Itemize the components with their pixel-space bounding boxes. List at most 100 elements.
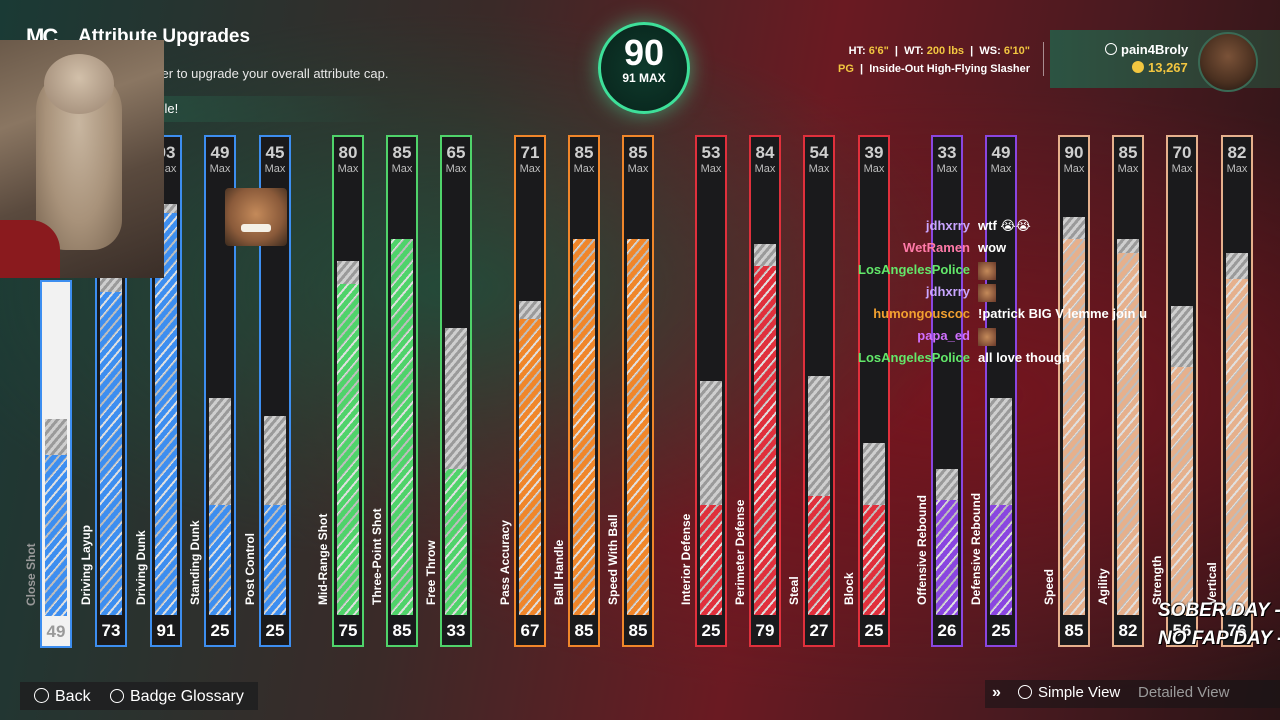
bar-max-value: 39 [864, 143, 884, 162]
bar-attribute-name-text: Standing Dunk [188, 520, 202, 605]
attribute-bar-ball-handle[interactable]: 85 Max 85 Ball Handle [552, 135, 600, 647]
bar-max-label: Max [1117, 163, 1139, 175]
bar-current-value: 67 [520, 621, 540, 640]
bar-fill [264, 504, 286, 615]
bar-fill [573, 239, 595, 615]
attribute-bar-block[interactable]: 39 Max 25 Block [842, 135, 890, 647]
attribute-bar-perimeter-defense[interactable]: 84 Max 79 Perimeter Defense [733, 135, 781, 647]
divider [1043, 42, 1044, 76]
wt-value: 200 lbs [926, 45, 965, 57]
vc-balance: 13,267 [1132, 60, 1188, 75]
bar-max-value: 70 [1172, 143, 1192, 162]
bar-attribute-name-text: Ball Handle [552, 539, 566, 605]
bar-fill [1117, 252, 1139, 615]
bar-fill [700, 504, 722, 615]
attribute-bar-strength[interactable]: 70 Max 56 Strength [1150, 135, 1198, 647]
bar-attribute-name-text: Post Control [243, 533, 257, 605]
bar-max-value: 33 [937, 143, 957, 162]
bar-attribute-name: Defensive Rebound [967, 455, 985, 605]
attribute-bar-agility[interactable]: 85 Max 82 Agility [1096, 135, 1144, 647]
bar-max-value: 49 [991, 143, 1011, 162]
bar-current-value: 25 [265, 621, 285, 640]
bar-attribute-name-text: Free Throw [424, 540, 438, 605]
bar-current-value: 82 [1118, 621, 1138, 640]
bar-current-value: 91 [156, 621, 176, 640]
bar-fill [519, 318, 541, 615]
bar-attribute-name-text: Pass Accuracy [498, 520, 512, 605]
chat-username: humongouscoc [873, 306, 970, 321]
attribute-bar-three-point-shot[interactable]: 85 Max 85 Three-Point Shot [370, 135, 418, 647]
attribute-bar-defensive-rebound[interactable]: 49 Max 25 Defensive Rebound [969, 135, 1017, 647]
bar-max-value: 85 [628, 143, 648, 162]
attribute-bar-speed[interactable]: 90 Max 85 Speed [1042, 135, 1090, 647]
bar-max-value: 80 [338, 143, 358, 162]
player-portrait [1198, 32, 1258, 92]
bar-current-value: 85 [628, 621, 648, 640]
view-toggle-bar [985, 680, 1280, 708]
bar-max-value: 49 [210, 143, 230, 162]
chat-text [978, 328, 996, 346]
bar-attribute-name-text: Offensive Rebound [915, 494, 929, 605]
bar-attribute-name: Driving Layup [77, 455, 95, 605]
bar-attribute-name-text: Steal [787, 576, 801, 605]
blanket-image [0, 220, 60, 278]
player-info: HT: 6'6" | WT: 200 lbs | WS: 6'10" PG | … [810, 45, 1030, 81]
bar-max-label: Max [863, 163, 885, 175]
attribute-bar-interior-defense[interactable]: 53 Max 25 Interior Defense [679, 135, 727, 647]
bar-attribute-name: Steal [785, 455, 803, 605]
bar-max-label: Max [627, 163, 649, 175]
bar-attribute-name: Free Throw [422, 455, 440, 605]
sober-day-text: SOBER DAY - 2 [1158, 600, 1280, 621]
attribute-bar-free-throw[interactable]: 65 Max 33 Free Throw [424, 135, 472, 647]
bar-fill [155, 212, 177, 615]
chat-text: !patrick BIG V lemme join u [978, 306, 1148, 321]
bar-fill [45, 455, 67, 616]
bar-attribute-name-text: Interior Defense [679, 513, 693, 605]
bar-current-value: 56 [1172, 621, 1192, 640]
bar-attribute-name-text: Perimeter Defense [733, 499, 747, 605]
chat-emote-icon [978, 284, 996, 302]
bar-attribute-name: Perimeter Defense [731, 455, 749, 605]
attribute-bar-mid-range-shot[interactable]: 80 Max 75 Mid-Range Shot [316, 135, 364, 647]
bar-current-value: 75 [338, 621, 358, 640]
player-measurements: HT: 6'6" | WT: 200 lbs | WS: 6'10" [848, 45, 1030, 57]
ht-value: 6'6" [868, 45, 889, 57]
attribute-bar-driving-dunk[interactable]: 93 Max 91 Driving Dunk [134, 135, 182, 647]
simple-view-label: Simple View [1038, 684, 1121, 701]
stream-emote [225, 188, 287, 246]
attribute-bar-speed-with-ball[interactable]: 85 Max 85 Speed With Ball [606, 135, 654, 647]
chat-emote-icon [978, 328, 996, 346]
bar-attribute-name: Strength [1148, 455, 1166, 605]
player-position: PG [838, 63, 854, 75]
footer-bar [20, 682, 258, 710]
back-label: Back [55, 688, 91, 705]
attribute-bar-pass-accuracy[interactable]: 71 Max 67 Pass Accuracy [498, 135, 546, 647]
bar-attribute-name: Close Shot [22, 456, 40, 606]
bar-fill [1226, 279, 1248, 615]
bar-max-label: Max [700, 163, 722, 175]
bar-attribute-name-text: Driving Layup [79, 524, 93, 605]
player-archetype-row: PG | Inside-Out High-Flying Slasher [838, 63, 1030, 75]
attribute-bar-vertical[interactable]: 82 Max 76 Vertical [1205, 135, 1253, 647]
bar-attribute-name: Driving Dunk [132, 455, 150, 605]
bar-attribute-name: Agility [1094, 455, 1112, 605]
bar-fill [391, 239, 413, 615]
bar-attribute-name: Speed [1040, 455, 1058, 605]
bar-attribute-name: Vertical [1203, 455, 1221, 605]
bar-attribute-name-text: Driving Dunk [134, 530, 148, 605]
username-text: pain4Broly [1121, 42, 1189, 57]
bar-fill [990, 504, 1012, 615]
bar-max-label: Max [754, 163, 776, 175]
simple-view-toggle[interactable]: Simple View [1018, 684, 1120, 701]
bar-current-value: 33 [446, 621, 466, 640]
badge-glossary-button[interactable]: Badge Glossary [110, 688, 244, 706]
attribute-bar-offensive-rebound[interactable]: 33 Max 26 Offensive Rebound [915, 135, 963, 647]
bar-attribute-name: Three-Point Shot [368, 455, 386, 605]
back-button[interactable]: Back [34, 688, 91, 706]
bar-fill [337, 283, 359, 615]
bar-current-value: 25 [210, 621, 230, 640]
attribute-bar-steal[interactable]: 54 Max 27 Steal [787, 135, 835, 647]
bar-fill [754, 265, 776, 615]
detailed-view-toggle[interactable]: Detailed View [1138, 684, 1230, 701]
attribute-bar-close-shot[interactable]: 49 Close Shot [24, 280, 72, 648]
